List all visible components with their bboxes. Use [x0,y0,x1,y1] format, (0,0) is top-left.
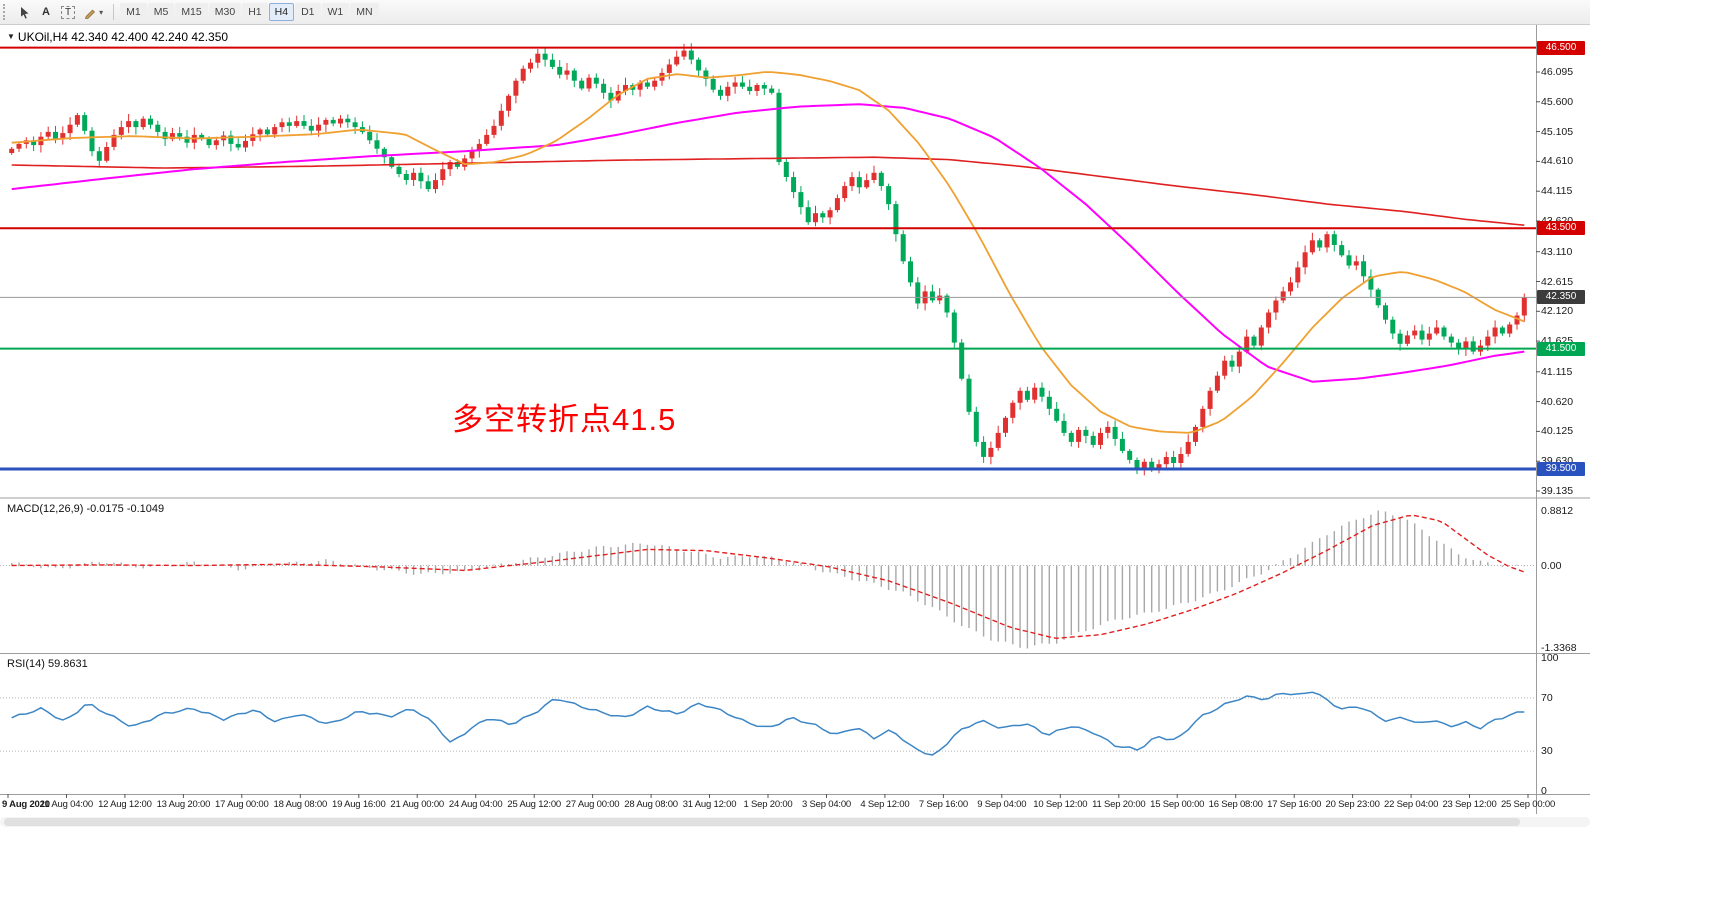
price-tag-39.500: 39.500 [1537,462,1585,476]
ma-slow-red [11,156,1525,226]
rsi-axis-label: 70 [1541,691,1553,704]
time-axis-label: 4 Sep 12:00 [860,799,910,810]
price-axis-label: 45.105 [1541,125,1574,138]
timeframe-button-mn[interactable]: MN [350,3,379,21]
macd-pane [0,510,1536,649]
timeframe-button-h1[interactable]: H1 [242,3,268,21]
rsi-axis-label: 0 [1541,785,1547,797]
timeframe-bar: M1 M5 M15 M30 H1 H4 D1 W1 MN [120,3,379,21]
price-axis-label: 45.600 [1541,95,1574,108]
time-axis-label: 16 Sep 08:00 [1208,799,1263,810]
time-axis-label: 18 Aug 08:00 [273,799,328,810]
chart-dropdown-icon[interactable]: ▼ [7,32,15,41]
macd-axis-label: 0.8812 [1541,505,1574,517]
time-axis-label: 9 Aug 2020 [2,799,50,810]
time-axis-label: 28 Aug 08:00 [624,799,678,810]
timeframe-button-m1[interactable]: M1 [120,3,147,21]
ma-mid-magenta [11,103,1525,383]
price-axis-label: 44.115 [1541,185,1573,198]
text-tool-button[interactable]: A [36,3,56,22]
macd-axis-label: -1.3368 [1541,642,1577,655]
price-axis-label: 40.125 [1541,425,1574,438]
textbox-icon: T [61,5,76,19]
price-tag-41.500: 41.500 [1537,341,1585,356]
time-axis-label: 27 Aug 00:00 [565,799,620,810]
chart-title-text: UKOil,H4 42.340 42.400 42.240 42.350 [17,30,229,44]
price-tag-46.500: 46.500 [1537,40,1585,55]
time-axis-label: 20 Sep 23:00 [1325,799,1380,810]
time-axis-label: 10 Sep 12:00 [1033,799,1088,810]
horizontal-scrollbar[interactable] [0,817,1590,827]
toolbar-grip[interactable] [3,4,9,20]
pencil-icon [85,9,96,19]
candles-layer [9,43,1527,476]
time-axis-label: 9 Sep 04:00 [977,799,1027,810]
chart-annotation: 多空转折点41.5 [452,402,677,437]
time-axis-label: 15 Sep 00:00 [1150,799,1205,810]
time-axis-label: 17 Aug 00:00 [214,799,269,810]
rsi-pane [0,691,1536,756]
cursor-icon [21,6,29,19]
time-axis-label: 24 Aug 04:00 [448,799,503,810]
rsi-axis-label: 100 [1541,651,1559,664]
time-axis-label: 17 Sep 16:00 [1267,799,1322,810]
pane-borders [0,25,1590,814]
time-axis-label: 7 Sep 16:00 [918,799,968,810]
toolbar-separator [113,4,115,20]
time-axis-label: 11 Aug 04:00 [40,799,93,810]
macd-axis-label: 0.00 [1541,559,1562,572]
timeframe-button-m30[interactable]: M30 [208,3,242,21]
price-axis-label: 40.620 [1541,395,1574,408]
price-axis-label: 41.115 [1541,365,1573,378]
macd-label: MACD(12,26,9) -0.0175 -0.1049 [7,503,165,515]
time-axis-label: 11 Sep 20:00 [1092,799,1146,810]
time-axis-label: 25 Sep 00:00 [1500,799,1556,810]
timeframe-button-h4[interactable]: H4 [268,3,295,21]
macd-signal-line [11,514,1525,640]
rsi-line [11,691,1525,756]
toolbar: A T ▾ M1 M5 M15 M30 H1 H4 D1 W1 MN [0,0,1590,25]
time-axis-label: 1 Sep 20:00 [743,799,793,810]
time-axis-label: 23 Sep 12:00 [1442,799,1497,810]
time-axis-label: 31 Aug 12:00 [682,799,737,810]
timeframe-button-w1[interactable]: W1 [321,3,350,21]
draw-tool-button[interactable]: ▾ [80,3,107,22]
time-axis-label: 25 Aug 12:00 [507,799,561,810]
time-axis-label: 3 Sep 04:00 [801,799,852,810]
time-axis-label: 22 Sep 04:00 [1384,799,1439,810]
time-axis-label: 21 Aug 00:00 [390,799,444,810]
price-axis-label: 44.610 [1541,155,1574,168]
chart-plot-background[interactable] [0,25,1590,794]
price-axis-label: 42.615 [1541,275,1574,288]
rsi-label: RSI(14) 59.8631 [7,658,88,670]
chart-title: ▼ UKOil,H4 42.340 42.400 42.240 42.350 [7,30,228,44]
price-tag-42.350: 42.350 [1537,290,1585,305]
cursor-tool-button[interactable] [14,3,35,22]
price-axis-label: 43.110 [1541,245,1573,258]
time-axis-label: 12 Aug 12:00 [98,799,152,810]
price-axis-label: 39.135 [1541,485,1574,497]
timeframe-button-d1[interactable]: D1 [295,3,321,21]
price-axis-label: 42.120 [1541,305,1574,318]
timeframe-button-m15[interactable]: M15 [175,3,208,21]
price-axis-label: 46.095 [1541,66,1574,78]
ma-fast-orange [11,71,1525,434]
rsi-axis-label: 30 [1541,745,1553,758]
textbox-tool-button[interactable]: T [57,3,79,22]
time-axis-label: 19 Aug 16:00 [331,799,386,810]
timeframe-button-m5[interactable]: M5 [147,3,175,21]
price-tag-43.500: 43.500 [1537,221,1585,236]
chevron-down-icon: ▾ [99,7,104,17]
time-axis-label: 13 Aug 20:00 [156,799,211,810]
scrollbar-thumb[interactable] [4,818,1520,826]
